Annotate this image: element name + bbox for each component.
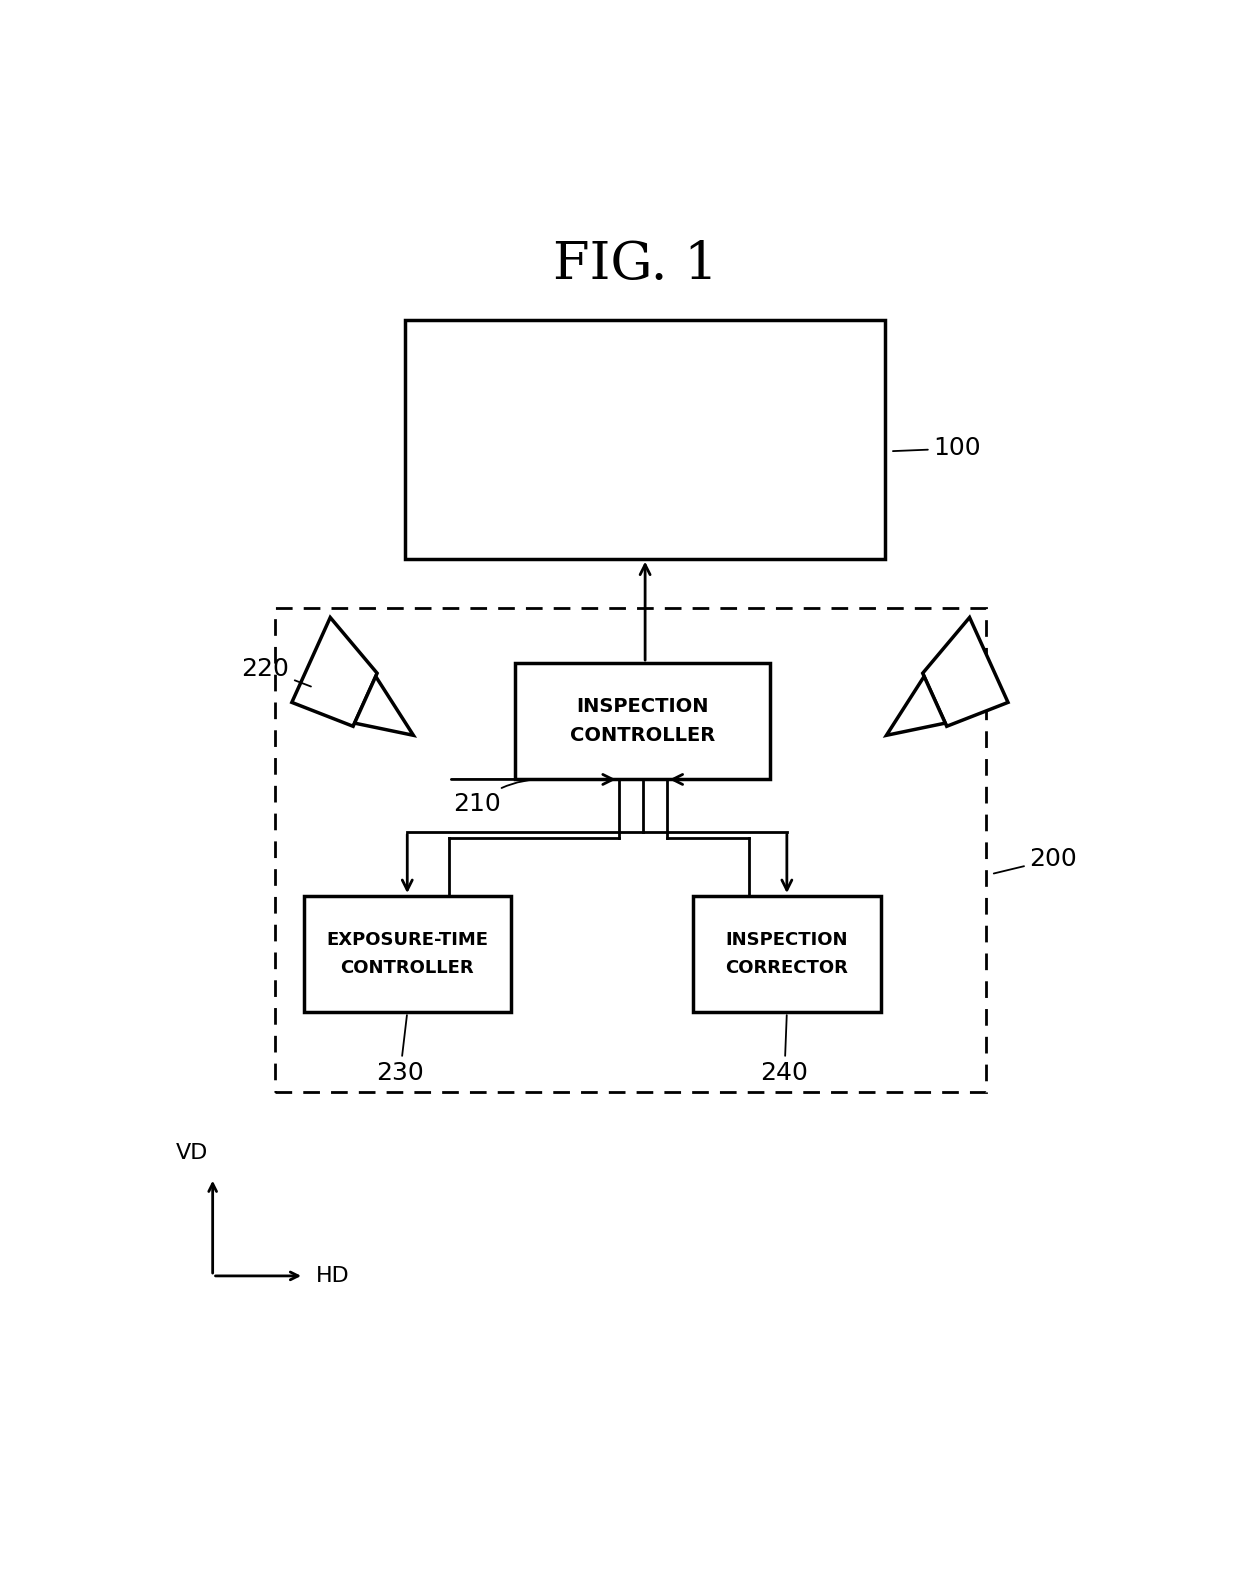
Text: EXPOSURE-TIME
CONTROLLER: EXPOSURE-TIME CONTROLLER: [326, 931, 489, 977]
Polygon shape: [887, 677, 945, 736]
Bar: [275, 608, 986, 1092]
Text: FIG. 1: FIG. 1: [553, 239, 718, 290]
Text: INSPECTION
CORRECTOR: INSPECTION CORRECTOR: [725, 931, 848, 977]
Polygon shape: [291, 618, 377, 726]
Text: 230: 230: [376, 1016, 424, 1086]
Polygon shape: [923, 618, 1008, 726]
Bar: [304, 896, 511, 1013]
Text: INSPECTION
CONTROLLER: INSPECTION CONTROLLER: [570, 697, 715, 745]
Bar: [404, 320, 885, 559]
Bar: [516, 662, 770, 780]
Text: HD: HD: [315, 1266, 350, 1286]
Bar: [693, 896, 880, 1013]
Text: 200: 200: [993, 847, 1078, 874]
Text: 100: 100: [893, 436, 981, 460]
Text: 220: 220: [242, 657, 311, 686]
Text: 210: 210: [453, 778, 547, 817]
Polygon shape: [355, 677, 413, 736]
Text: VD: VD: [175, 1143, 208, 1164]
Text: 240: 240: [760, 1016, 808, 1086]
